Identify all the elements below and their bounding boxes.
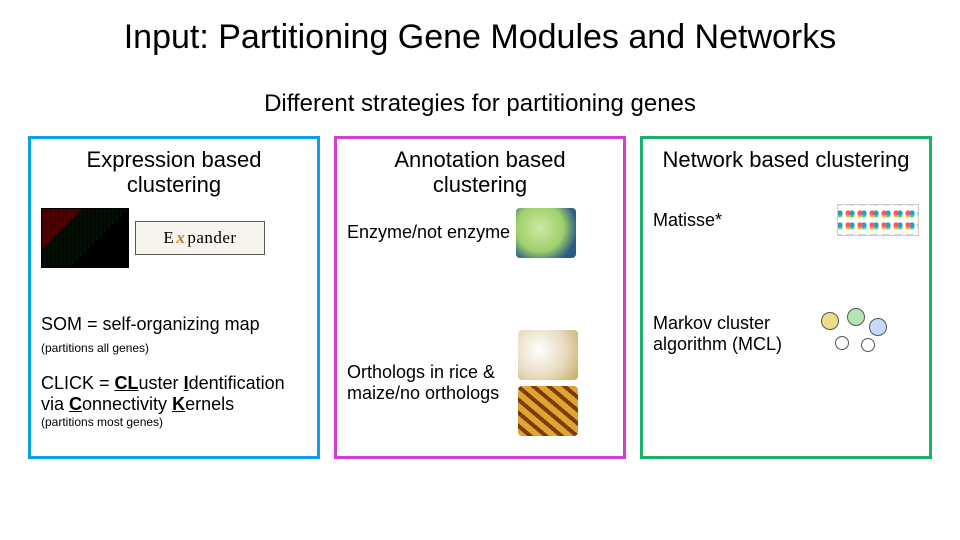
rice-icon [518,330,578,380]
expression-graphics-row: Expander [41,208,307,268]
slide-subtitle: Different strategies for partitioning ge… [0,65,960,136]
network-item-matisse: Matisse* [653,204,919,236]
orthologs-label: Orthologs in rice & maize/no orthologs [347,362,512,404]
column-network: Network based clustering Matisse* Markov… [640,136,932,459]
click-label: CLICK = CLuster Identification via Conne… [41,373,307,415]
mcl-label: Markov cluster algorithm (MCL) [653,313,813,355]
columns-container: Expression based clustering Expander SOM… [0,136,960,459]
column-annotation-heading: Annotation based clustering [347,147,613,198]
spacer [41,355,307,373]
som-label: SOM = self-organizing map [41,314,307,335]
column-expression-heading: Expression based clustering [41,147,307,198]
slide-title: Input: Partitioning Gene Modules and Net… [0,0,960,65]
column-annotation: Annotation based clustering Enzyme/not e… [334,136,626,459]
column-network-heading: Network based clustering [653,147,919,172]
expander-logo: Expander [135,221,265,255]
annotation-item-orthologs: Orthologs in rice & maize/no orthologs [347,330,613,436]
maize-icon [518,386,578,436]
column-expression: Expression based clustering Expander SOM… [28,136,320,459]
matisse-label: Matisse* [653,210,722,231]
click-note: (partitions most genes) [41,415,307,429]
spacer [653,182,919,198]
spacer [347,264,613,324]
network-item-mcl: Markov cluster algorithm (MCL) [653,308,919,360]
enzyme-label: Enzyme/not enzyme [347,222,510,243]
heatmap-icon [41,208,129,268]
mcl-diagram-icon [819,308,891,360]
som-note: (partitions all genes) [41,341,307,355]
spacer [653,242,919,302]
spacer [41,274,307,314]
ortholog-thumbs [518,330,578,436]
matisse-logo-icon [837,204,919,236]
cell-icon [516,208,576,258]
annotation-item-enzyme: Enzyme/not enzyme [347,208,613,258]
